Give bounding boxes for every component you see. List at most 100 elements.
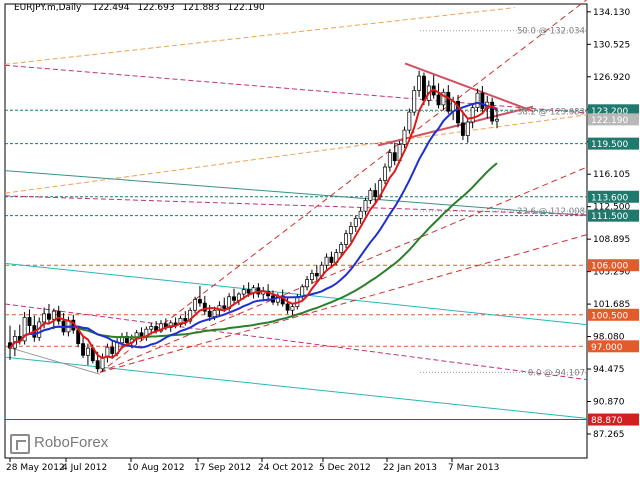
price-label-5: 106.000 bbox=[591, 262, 628, 272]
fib-label-3: 0.0 @ 94.107 bbox=[528, 368, 585, 378]
y-tick-label-0: 134.130 bbox=[593, 8, 630, 18]
candle-body bbox=[285, 303, 290, 311]
candle-body bbox=[27, 317, 32, 326]
candle-body bbox=[232, 296, 236, 301]
candle-body bbox=[495, 118, 499, 122]
candle-body bbox=[465, 121, 470, 136]
open-value: 122.494 bbox=[92, 3, 130, 13]
candle-body bbox=[363, 200, 368, 212]
plot-frame bbox=[4, 3, 588, 459]
price-label-box-3 bbox=[588, 190, 639, 203]
x-tick-label-1: 4 Jul 2012 bbox=[62, 463, 107, 473]
trend-line-4 bbox=[4, 195, 588, 216]
candle-body bbox=[470, 107, 475, 123]
candle-body bbox=[339, 244, 344, 253]
chart-header: EURJPY.m,Daily 122.494 122.693 121.883 1… bbox=[14, 3, 270, 13]
candle-body bbox=[490, 101, 495, 122]
candle-body bbox=[22, 317, 27, 342]
y-tick-label-8: 105.290 bbox=[593, 268, 630, 278]
candle-body bbox=[202, 302, 207, 312]
price-label-6: 100.500 bbox=[591, 311, 628, 321]
trend-line-0 bbox=[4, 7, 516, 65]
high-value: 122.693 bbox=[137, 3, 175, 13]
price-label-1: 122.190 bbox=[591, 116, 628, 126]
candle-body bbox=[42, 313, 47, 323]
x-tick-label-6: 22 Jan 2013 bbox=[383, 463, 437, 473]
trend-line-11 bbox=[99, 0, 588, 373]
price-label-box-8 bbox=[588, 413, 639, 426]
x-tick-label-0: 28 May 2012 bbox=[6, 463, 65, 473]
candle-body bbox=[402, 129, 407, 145]
y-tick-label-11: 94.475 bbox=[593, 365, 625, 375]
candle-body bbox=[110, 346, 115, 354]
price-label-8: 88.870 bbox=[591, 416, 623, 426]
y-tick-label-2: 126.920 bbox=[593, 73, 630, 83]
candle-body bbox=[441, 91, 446, 106]
trend-line-2 bbox=[4, 64, 588, 114]
ohlc-readout: 122.494 122.693 121.883 122.190 bbox=[92, 3, 270, 13]
price-label-2: 119.500 bbox=[591, 140, 628, 150]
y-tick-label-9: 101.685 bbox=[593, 300, 630, 310]
candle-body bbox=[241, 289, 246, 295]
candle-body bbox=[373, 190, 378, 198]
price-label-7: 97.000 bbox=[591, 343, 623, 353]
candle-body bbox=[212, 309, 217, 317]
y-tick-label-12: 90.870 bbox=[593, 398, 625, 408]
x-tick-label-5: 5 Dec 2012 bbox=[319, 463, 371, 473]
candle-body bbox=[387, 152, 392, 168]
trend-line-8 bbox=[4, 345, 101, 375]
candle-body bbox=[344, 233, 348, 245]
candle-body bbox=[95, 360, 100, 370]
x-tick-label-3: 17 Sep 2012 bbox=[194, 463, 251, 473]
ma-fast-line bbox=[9, 88, 498, 360]
candle-body bbox=[178, 318, 183, 326]
price-label-4: 111.500 bbox=[591, 212, 628, 222]
candle-body bbox=[207, 310, 212, 317]
trend-line-6 bbox=[4, 303, 588, 381]
candle-body bbox=[309, 272, 314, 280]
candle-body bbox=[407, 111, 412, 131]
logo-text: RoboForex bbox=[34, 434, 109, 451]
candle-body bbox=[348, 226, 353, 235]
price-label-box-4 bbox=[588, 209, 639, 222]
candle-body bbox=[47, 313, 51, 320]
candle-body bbox=[383, 166, 387, 181]
fib-label-0: 50.0 @ 132.034 bbox=[517, 27, 585, 37]
x-tick-label-2: 10 Aug 2012 bbox=[127, 463, 185, 473]
candle-body bbox=[81, 343, 85, 356]
candle-body bbox=[183, 318, 188, 322]
x-tick-label-7: 7 Mar 2013 bbox=[448, 463, 499, 473]
candle-body bbox=[353, 218, 358, 227]
candle-body bbox=[456, 100, 460, 124]
candle-body bbox=[480, 92, 485, 109]
trend-line-10 bbox=[99, 234, 588, 373]
y-tick-label-7: 108.895 bbox=[593, 235, 630, 245]
y-tick-label-5: 116.105 bbox=[593, 170, 630, 180]
candle-body bbox=[329, 256, 334, 263]
candle-body bbox=[149, 326, 154, 330]
candle-body bbox=[324, 256, 329, 266]
y-tick-label-13: 87.265 bbox=[593, 430, 625, 440]
trend-line-1 bbox=[4, 114, 588, 194]
candle-body bbox=[56, 310, 61, 322]
candle-body bbox=[422, 75, 426, 101]
candle-body bbox=[436, 94, 441, 106]
candle-body bbox=[51, 310, 56, 320]
candle-body bbox=[358, 210, 363, 219]
x-tick-label-4: 24 Oct 2012 bbox=[258, 463, 314, 473]
candle-body bbox=[392, 152, 397, 162]
y-tick-label-6: 112.500 bbox=[593, 203, 630, 213]
logo-icon bbox=[10, 434, 30, 454]
candle-body bbox=[305, 279, 310, 288]
fib-label-1: 38.2 @ 123.083 bbox=[517, 107, 585, 117]
price-label-box-2 bbox=[588, 137, 639, 150]
candle-body bbox=[417, 75, 422, 91]
low-value: 121.883 bbox=[182, 3, 220, 13]
candle-body bbox=[193, 299, 198, 311]
candle-body bbox=[173, 322, 178, 326]
price-label-box-7 bbox=[588, 340, 639, 353]
close-value: 122.190 bbox=[227, 3, 265, 13]
candle-body bbox=[412, 90, 417, 113]
